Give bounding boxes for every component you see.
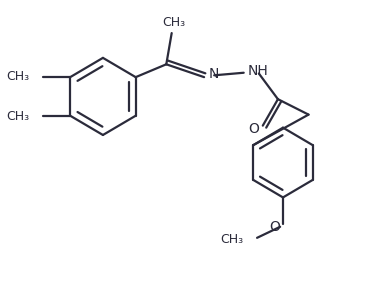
Text: N: N bbox=[208, 67, 219, 81]
Text: CH₃: CH₃ bbox=[220, 233, 243, 246]
Text: CH₃: CH₃ bbox=[6, 70, 30, 83]
Text: O: O bbox=[270, 220, 280, 234]
Text: CH₃: CH₃ bbox=[162, 16, 185, 29]
Text: O: O bbox=[248, 122, 259, 135]
Text: CH₃: CH₃ bbox=[6, 110, 30, 123]
Text: NH: NH bbox=[248, 64, 269, 78]
